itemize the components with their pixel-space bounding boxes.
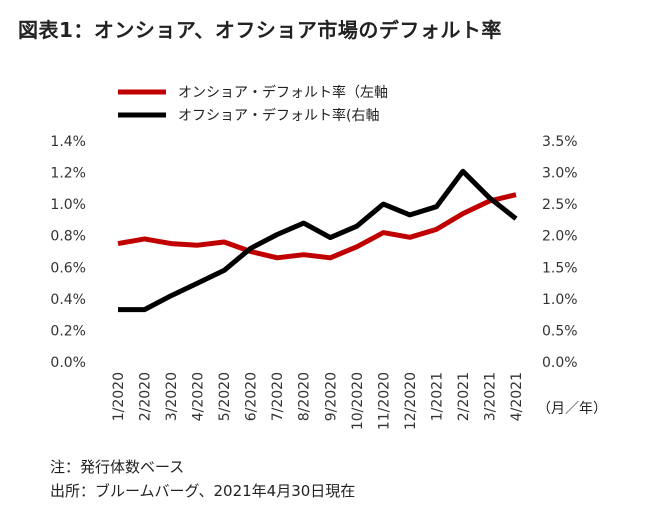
right-tick-label: 1.0% [542,292,578,308]
legend-label: オンショア・デフォルト率（左軸 [178,84,388,101]
right-tick-label: 0.0% [542,355,578,371]
x-axis: 1/2020 2/2020 3/2020 4/2020 5/2020 6/2020 7/20… [111,372,525,430]
x-tick-label: 9/2020 [323,372,339,421]
x-tick-label: 2/2021 [456,372,472,421]
x-tick-label: 6/2020 [244,372,260,421]
x-tick-label: 11/2020 [376,372,392,430]
left-tick-label: 1.0% [50,197,86,213]
series-lines [117,168,518,313]
x-tick-label: 3/2020 [164,372,180,421]
left-tick-label: 0.0% [50,355,86,371]
x-tick-label: 12/2020 [403,372,419,430]
x-axis-unit-label: （月／年） [537,401,607,417]
footnote: 注：発行体数ベース [50,458,185,476]
left-tick-label: 0.8% [50,229,86,245]
right-tick-label: 2.0% [542,229,578,245]
x-tick-label: 5/2020 [217,372,233,421]
offshore-default-rate-line [118,168,518,313]
x-tick-label: 3/2021 [482,372,498,421]
x-tick-label: 4/2021 [509,372,525,421]
x-tick-label: 10/2020 [350,372,366,430]
legend-label: オフショア・デフォルト率(右軸 [178,107,379,124]
left-tick-label: 0.4% [50,292,86,308]
x-tick-label: 4/2020 [191,372,207,421]
left-tick-label: 1.2% [50,166,86,182]
source-note: 出所：ブルームバーグ、2021年4月30日現在 [50,482,356,500]
right-axis: 0.0% 0.5% 1.0% 1.5% 2.0% 2.5% 3.0% 3.5% [542,134,578,371]
right-tick-label: 0.5% [542,323,578,339]
right-tick-label: 1.5% [542,260,578,276]
x-tick-label: 7/2020 [270,372,286,421]
x-tick-label: 2/2020 [138,372,154,421]
left-tick-label: 0.2% [50,323,86,339]
left-axis: 0.0% 0.2% 0.4% 0.6% 0.8% 1.0% 1.2% 1.4% [50,134,86,371]
x-tick-label: 1/2021 [429,372,445,421]
x-tick-label: 8/2020 [297,372,313,421]
left-tick-label: 0.6% [50,260,86,276]
x-tick-label: 1/2020 [111,372,127,421]
left-tick-label: 1.4% [50,134,86,150]
right-tick-label: 3.5% [542,134,578,150]
onshore-default-rate-line [117,192,517,261]
chart-title: 図表1：オンショア、オフショア市場のデフォルト率 [18,18,502,42]
right-tick-label: 2.5% [542,197,578,213]
right-tick-label: 3.0% [542,166,578,182]
